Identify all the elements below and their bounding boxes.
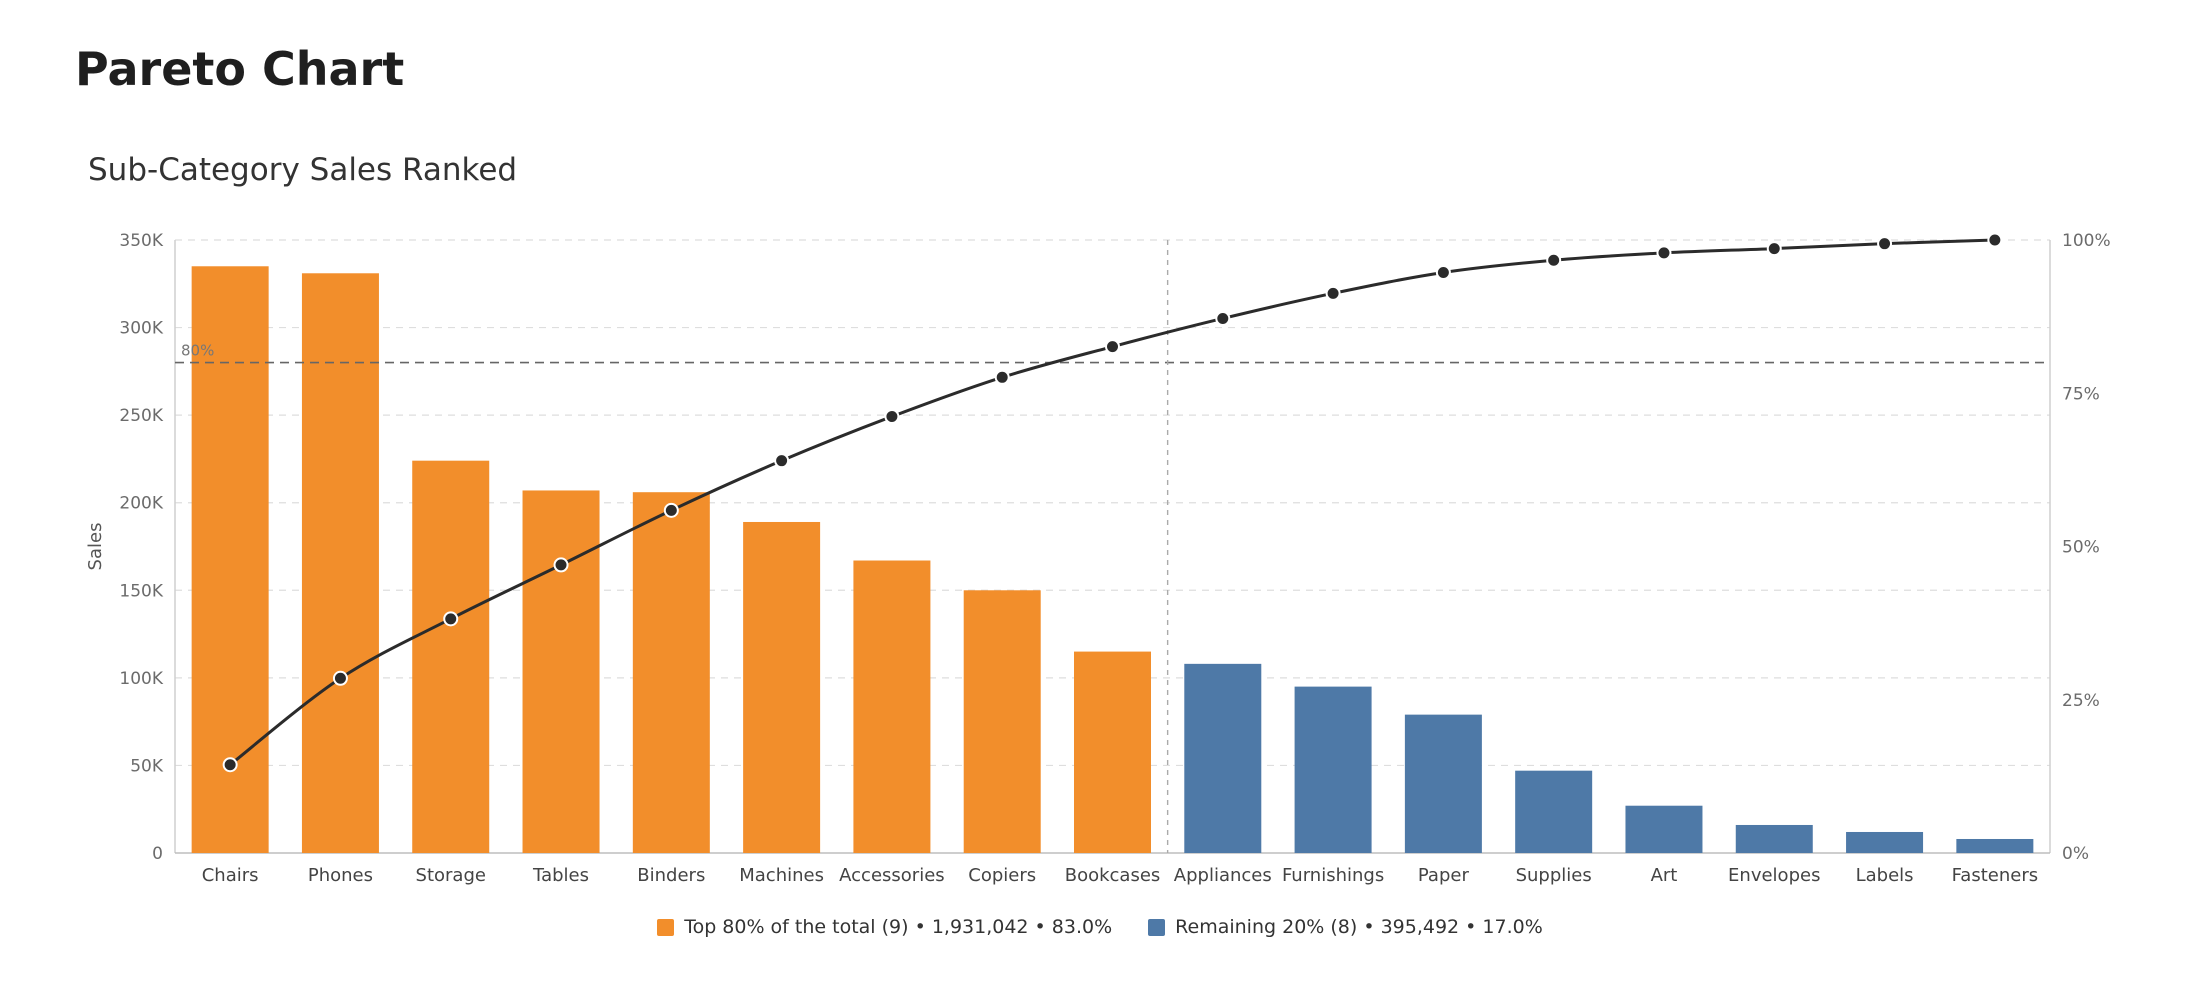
legend-swatch-top xyxy=(657,918,675,936)
cumulative-point-fasteners[interactable] xyxy=(1987,232,2003,248)
x-tick-label: Accessories xyxy=(839,865,945,886)
cumulative-point-bookcases[interactable] xyxy=(1105,339,1120,355)
x-tick-label: Furnishings xyxy=(1282,865,1384,886)
bar-furnishings[interactable] xyxy=(1294,686,1372,853)
x-tick-label: Phones xyxy=(308,865,373,886)
bar-tables[interactable] xyxy=(522,490,600,853)
y-tick-label: 250K xyxy=(119,406,163,426)
cumulative-point-art[interactable] xyxy=(1656,245,1672,261)
reference-line-label: 80% xyxy=(181,342,214,360)
y-tick-label: 150K xyxy=(119,581,163,601)
cumulative-point-binders[interactable] xyxy=(663,502,679,518)
cumulative-point-storage[interactable] xyxy=(443,611,459,627)
bar-fasteners[interactable] xyxy=(1956,838,2034,853)
x-tick-label: Chairs xyxy=(202,865,259,886)
y2-tick-label: 75% xyxy=(2062,384,2100,404)
y2-tick-label: 25% xyxy=(2062,691,2100,711)
y-axis-label: Sales xyxy=(85,523,106,571)
legend-swatch-remaining xyxy=(1148,918,1166,936)
x-tick-label: Binders xyxy=(637,865,705,886)
y-tick-label: 200K xyxy=(119,494,163,514)
legend-label-remaining: Remaining 20% (8) • 395,492 • 17.0% xyxy=(1175,916,1543,938)
bar-binders[interactable] xyxy=(632,492,710,853)
cumulative-point-furnishings[interactable] xyxy=(1325,285,1341,301)
cumulative-pct-line xyxy=(229,238,1995,766)
bar-storage[interactable] xyxy=(412,460,490,853)
page-title: Pareto Chart xyxy=(75,42,405,96)
bar-machines[interactable] xyxy=(743,521,821,853)
legend-label-top: Top 80% of the total (9) • 1,931,042 • 8… xyxy=(684,916,1113,938)
x-tick-label: Labels xyxy=(1856,865,1914,886)
bar-envelopes[interactable] xyxy=(1735,824,1813,853)
cumulative-point-appliances[interactable] xyxy=(1215,310,1231,326)
chart-title: Sub-Category Sales Ranked xyxy=(88,152,518,188)
bar-art[interactable] xyxy=(1625,805,1703,853)
y-tick-label: 350K xyxy=(119,231,163,251)
x-tick-label: Storage xyxy=(416,865,486,886)
x-tick-label: Envelopes xyxy=(1728,865,1820,886)
y-tick-label: 100K xyxy=(119,669,163,689)
legend-item-remaining[interactable]: Remaining 20% (8) • 395,492 • 17.0% xyxy=(1148,916,1543,938)
y2-tick-label: 100% xyxy=(2062,231,2111,251)
x-tick-label: Appliances xyxy=(1174,865,1272,886)
x-tick-label: Fasteners xyxy=(1952,865,2039,886)
bars xyxy=(191,266,2034,854)
bar-labels[interactable] xyxy=(1846,831,1924,853)
x-tick-label: Supplies xyxy=(1516,865,1592,886)
cumulative-point-phones[interactable] xyxy=(332,670,348,686)
x-tick-label: Paper xyxy=(1418,865,1470,886)
cumulative-point-machines[interactable] xyxy=(774,453,790,469)
bar-supplies[interactable] xyxy=(1515,770,1593,853)
cumulative-point-envelopes[interactable] xyxy=(1766,241,1782,257)
cumulative-point-labels[interactable] xyxy=(1877,236,1893,252)
cumulative-line xyxy=(222,232,2003,773)
bar-appliances[interactable] xyxy=(1184,663,1262,853)
cumulative-point-tables[interactable] xyxy=(553,557,569,573)
bar-copiers[interactable] xyxy=(963,590,1041,853)
cumulative-point-paper[interactable] xyxy=(1435,264,1451,280)
bar-chairs[interactable] xyxy=(191,266,269,853)
y-tick-label: 300K xyxy=(119,319,163,339)
y-tick-label: 50K xyxy=(130,756,164,776)
bar-bookcases[interactable] xyxy=(1074,651,1151,853)
cumulative-point-accessories[interactable] xyxy=(884,409,900,425)
x-tick-label: Copiers xyxy=(968,865,1036,886)
axis-labels: 0 50K 100K 150K 200K 250K 300K 350K 0% 25% 50% 75% 1… xyxy=(85,231,2111,886)
bar-accessories[interactable] xyxy=(853,560,931,853)
x-tick-label: Tables xyxy=(532,865,589,886)
y2-tick-label: 0% xyxy=(2062,844,2089,864)
x-tick-label: Bookcases xyxy=(1065,865,1161,886)
legend: Top 80% of the total (9) • 1,931,042 • 8… xyxy=(0,916,2200,938)
bar-paper[interactable] xyxy=(1404,714,1482,853)
cumulative-point-chairs[interactable] xyxy=(222,757,238,773)
cumulative-point-supplies[interactable] xyxy=(1546,252,1562,268)
cumulative-point-copiers[interactable] xyxy=(994,369,1010,385)
legend-item-top[interactable]: Top 80% of the total (9) • 1,931,042 • 8… xyxy=(657,916,1112,938)
reference-lines: 80% xyxy=(175,240,2050,853)
x-tick-label: Machines xyxy=(739,865,824,886)
bar-phones[interactable] xyxy=(301,273,379,854)
y2-tick-label: 50% xyxy=(2062,538,2100,558)
x-tick-label: Art xyxy=(1651,865,1678,886)
y-tick-label: 0 xyxy=(152,844,163,864)
